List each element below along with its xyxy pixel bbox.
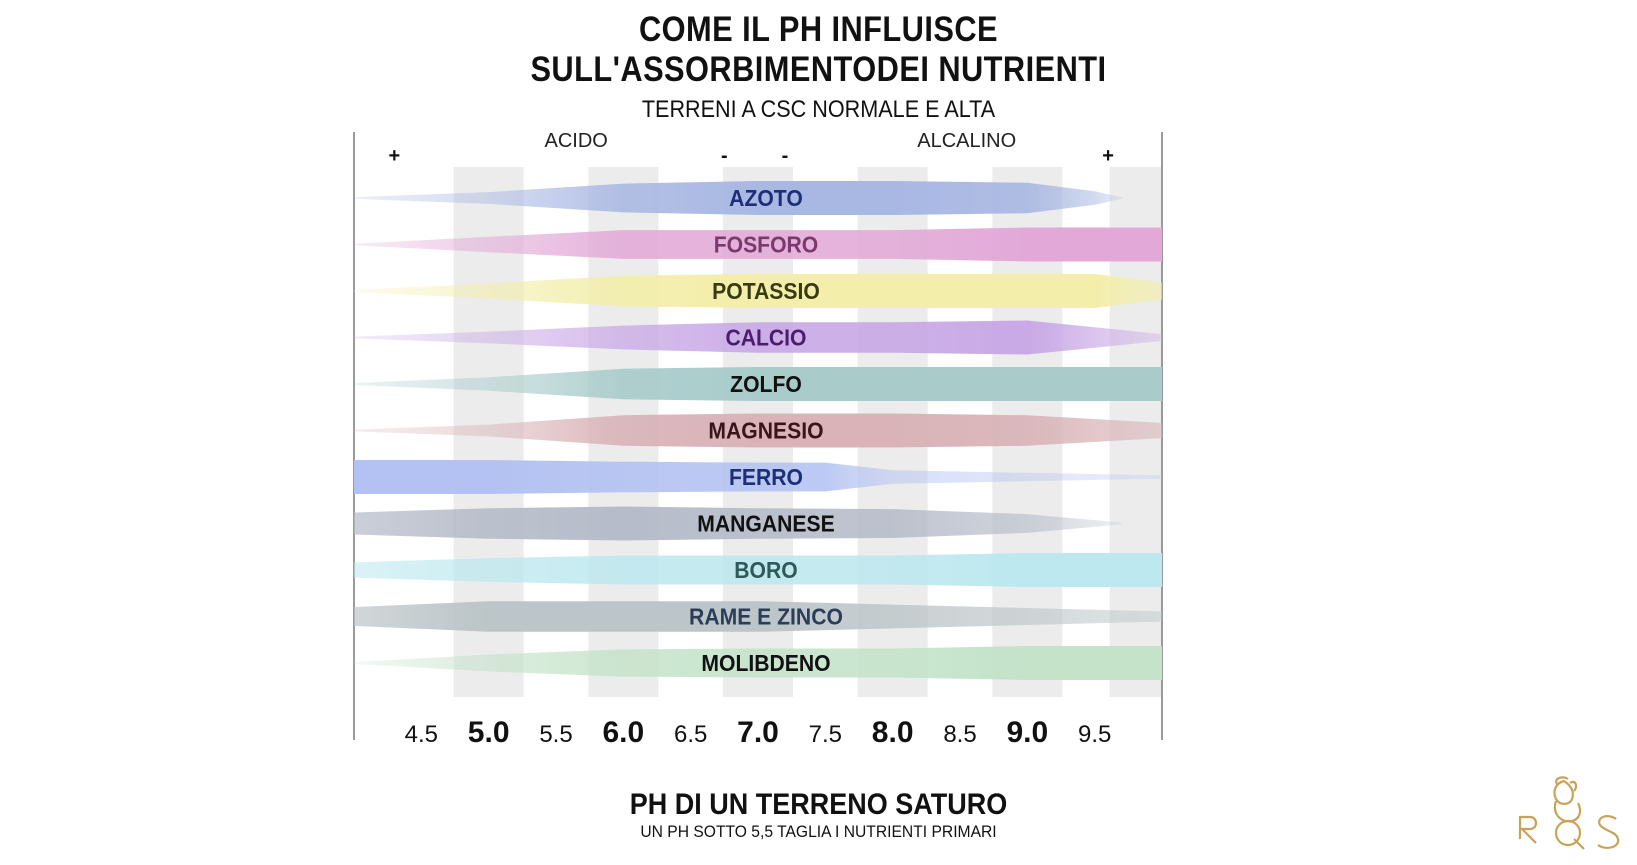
annotation-alcalino: ALCALINO (917, 130, 1016, 152)
tick-7.0: 7.0 (737, 716, 779, 749)
chart-annotations: ACIDO ALCALINO + - - + (389, 130, 1114, 167)
label-boro: BORO (734, 557, 797, 583)
intensity-mark-3: + (1102, 145, 1114, 167)
tick-5.5: 5.5 (539, 721, 572, 748)
label-molibdeno: MOLIBDENO (701, 650, 830, 676)
band-azoto (354, 181, 1122, 215)
tick-8.5: 8.5 (943, 721, 976, 748)
band-manganese (354, 506, 1122, 541)
tick-4.5: 4.5 (405, 721, 438, 748)
band-molibdeno (354, 646, 1162, 680)
tick-7.5: 7.5 (809, 721, 842, 748)
annotation-acido: ACIDO (545, 130, 608, 152)
tick-9.0: 9.0 (1006, 716, 1048, 749)
band-boro (354, 553, 1162, 587)
label-fosforo: FOSFORO (714, 232, 819, 258)
label-azoto: AZOTO (729, 185, 803, 211)
intensity-mark-2: - (782, 145, 789, 167)
band-rame-e-zinco (354, 601, 1162, 632)
x-tick-labels: 4.5 5.0 5.5 6.0 6.5 7.0 7.5 8.0 8.5 9.0 9.5 (405, 716, 1112, 749)
band-magnesio (354, 413, 1162, 448)
label-ferro: FERRO (729, 464, 803, 490)
label-magnesio: MAGNESIO (708, 418, 823, 444)
label-manganese: MANGANESE (697, 511, 834, 537)
band-fosforo (354, 227, 1162, 262)
nutrient-labels: AZOTO FOSFORO POTASSIO CALCIO ZOLFO MAGNESIO F… (689, 185, 843, 676)
nutrient-bands (354, 181, 1162, 680)
tick-9.5: 9.5 (1078, 721, 1111, 748)
band-potassio (354, 274, 1162, 308)
band-zolfo (354, 367, 1162, 401)
band-ferro (354, 460, 1162, 494)
label-rame-e-zinco: RAME E ZINCO (689, 604, 843, 630)
band-calcio (354, 320, 1162, 355)
label-potassio: POTASSIO (712, 278, 820, 304)
chart-subtitle: TERRENI A CSC NORMALE E ALTA (641, 96, 996, 123)
intensity-mark-1: - (721, 145, 728, 167)
footnote: UN PH SOTTO 5,5 TAGLIA I NUTRIENTI PRIMA… (640, 822, 997, 841)
chart-title-line1: COME IL PH INFLUISCE (638, 10, 999, 49)
tick-6.0: 6.0 (602, 716, 644, 749)
x-axis-label: PH DI UN TERRENO SATURO (629, 788, 1008, 821)
rqs-logo-icon (1518, 776, 1620, 850)
tick-8.0: 8.0 (872, 716, 914, 749)
label-zolfo: ZOLFO (730, 371, 802, 397)
chart-title-line2: SULL'ASSORBIMENTODEI NUTRIENTI (530, 50, 1107, 89)
label-calcio: CALCIO (725, 325, 806, 351)
tick-6.5: 6.5 (674, 721, 707, 748)
intensity-mark-0: + (389, 145, 401, 167)
tick-5.0: 5.0 (468, 716, 510, 749)
